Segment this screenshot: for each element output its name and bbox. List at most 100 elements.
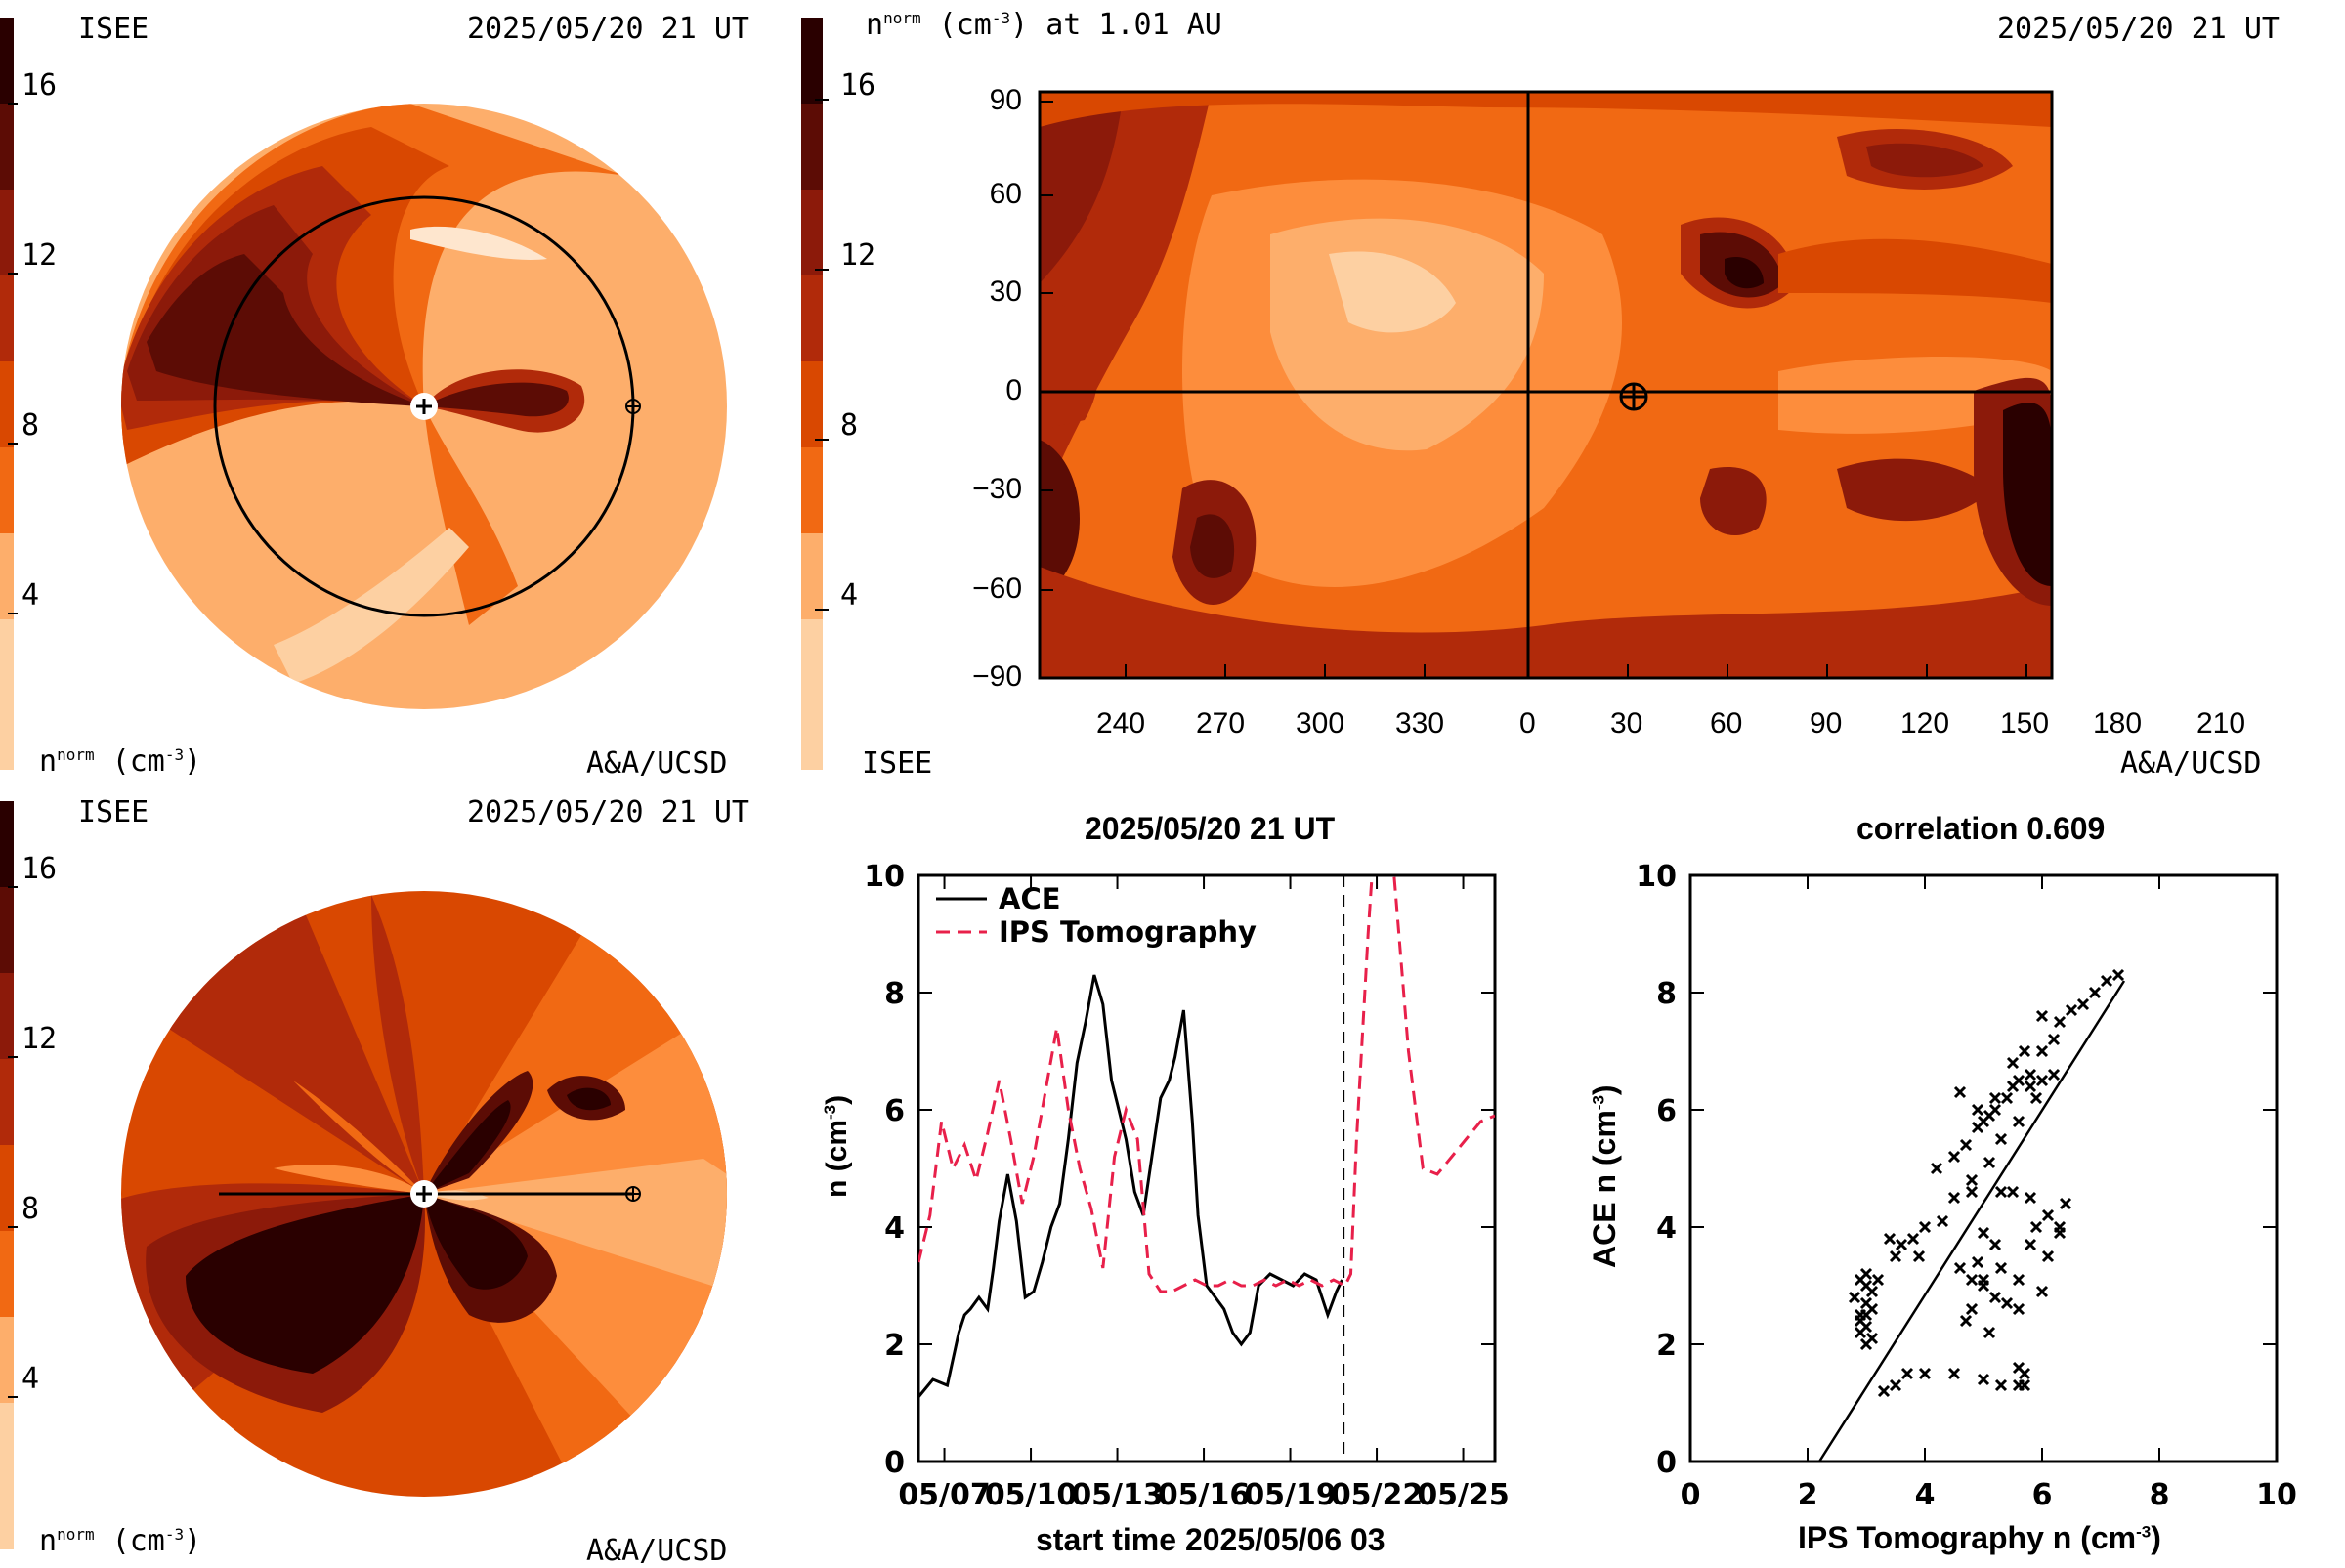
y-tick-label: 2 (1656, 1329, 1677, 1363)
scatter-point (1889, 1378, 1902, 1392)
scatter-point (1959, 1138, 1973, 1152)
x-tick-label: 210 (2196, 707, 2246, 740)
colorbar-tick-label: 4 (21, 578, 40, 613)
scatter-point (1859, 1267, 1873, 1281)
scatter-point (1906, 1232, 1920, 1246)
scatter-point (2024, 1238, 2037, 1251)
colorbar-tick-label: 8 (840, 408, 859, 443)
scatter-point (2012, 1361, 2025, 1375)
scatter-point (1848, 1291, 1861, 1304)
scatter-point (1947, 1191, 1961, 1205)
scatter-point (2006, 1185, 2020, 1199)
scatter-point (1918, 1367, 1932, 1380)
x-tick-label: 05/10 (985, 1478, 1077, 1512)
scatter-point (1936, 1214, 1949, 1228)
timestamp: 2025/05/20 21 UT (467, 12, 749, 46)
y-tick-label: 10 (864, 860, 905, 894)
scatter-point (1988, 1091, 2002, 1105)
x-tick-label: 05/22 (1331, 1478, 1423, 1512)
scatter-point (2053, 1015, 2067, 1029)
scatter-point (2012, 1273, 2025, 1287)
scatter-point (1877, 1384, 1891, 1398)
ecliptic-plot-panel: 16 12 8 4 ISEE 2025/05/20 21 UT nnorm (c… (0, 0, 801, 782)
colorbar (0, 18, 14, 770)
meridional-plot-panel: 16 12 8 4 ISEE 2025/05/20 21 UT nnorm (c… (0, 787, 801, 1568)
scatter-point (2024, 1068, 2037, 1081)
colorbar-tick-label: 16 (21, 68, 58, 103)
scatter-point (1965, 1302, 1979, 1316)
x-tick-label: 6 (2032, 1478, 2053, 1512)
scatter-point (1988, 1103, 2002, 1117)
scatter-point (2047, 1068, 2061, 1081)
colorbar-ticks (8, 886, 18, 1398)
scatter-point (1947, 1150, 1961, 1164)
scatter-point (2012, 1115, 2025, 1128)
scatter-point (2088, 986, 2102, 999)
scatter-point (2012, 1302, 2025, 1316)
scatter-point (2024, 1191, 2037, 1205)
series-line-ace (918, 974, 1343, 1398)
y-tick-label: −90 (972, 660, 1022, 693)
y-tick-label: 8 (1656, 977, 1677, 1011)
density-disc (121, 104, 727, 709)
scatter-point (2018, 1378, 2031, 1392)
colorbar-ticks (8, 103, 18, 614)
scatter-point (1859, 1308, 1873, 1322)
chart-title: correlation 0.609 (1856, 811, 2106, 846)
scatter-point (1994, 1261, 2008, 1275)
scatter-panel: correlation 0.609 0 2 4 6 8 10 0 2 4 6 8 10 ACE n (… (1524, 787, 2345, 1563)
x-tick-label: 150 (2000, 707, 2050, 740)
scatter-point (2035, 1009, 2049, 1023)
colorbar-tick-label: 16 (840, 68, 876, 103)
synoptic-density-map (801, 18, 2054, 770)
scatter-point (1988, 1291, 2002, 1304)
x-tick-label: 30 (1610, 707, 1643, 740)
timeseries-chart: 0 2 4 6 8 10 05/0705/1005/1305/1605/1905/2205/… (864, 860, 1510, 1512)
scatter-point (1912, 1250, 1926, 1263)
scatter-point (1865, 1285, 1879, 1298)
scatter-point (1971, 1255, 1984, 1269)
scatter-point (1959, 1314, 1973, 1328)
y-tick-label: 60 (989, 178, 1022, 210)
scatter-point (2041, 1208, 2055, 1222)
legend-label: IPS Tomography (999, 915, 1257, 949)
x-tick-label: 240 (1096, 707, 1146, 740)
scatter-point (1977, 1373, 1990, 1386)
timestamp: 2025/05/20 21 UT (1997, 12, 2280, 46)
unit-label: nnorm (cm-3) (39, 1524, 202, 1558)
y-tick-label: 4 (884, 1211, 905, 1246)
source-label: ISEE (78, 12, 149, 46)
x-tick-label: 300 (1296, 707, 1345, 740)
scatter-point (2000, 1296, 2014, 1310)
x-tick-label: 180 (2093, 707, 2143, 740)
scatter-point (2024, 1080, 2037, 1093)
earth-marker (625, 399, 641, 414)
colorbar-tick-label: 12 (840, 238, 876, 273)
map-title: nnorm (cm-3) at 1.01 AU (866, 8, 1222, 42)
colorbar-tick-label: 4 (840, 578, 859, 613)
source-label: ISEE (862, 746, 933, 781)
y-tick-label: 6 (884, 1094, 905, 1128)
chart-title: 2025/05/20 21 UT (1085, 811, 1336, 846)
y-tick-label: 8 (884, 977, 905, 1011)
scatter-point (2006, 1056, 2020, 1070)
scatter-point (2029, 1220, 2043, 1234)
scatter-point (1895, 1238, 1908, 1251)
x-axis-label: IPS Tomography n (cm-3) (1798, 1520, 2161, 1555)
scatter-point (2041, 1250, 2055, 1263)
scatter-point (1883, 1232, 1897, 1246)
colorbar-tick-label: 12 (21, 1022, 58, 1056)
scatter-point (2100, 974, 2113, 988)
y-tick-label: 90 (989, 84, 1022, 116)
y-tick-label: 2 (884, 1329, 905, 1363)
scatter-point (2065, 1003, 2078, 1017)
colorbar-tick-label: 16 (21, 852, 58, 886)
scatter-point (1930, 1162, 1943, 1175)
timestamp: 2025/05/20 21 UT (467, 795, 749, 829)
series-line-ips-tomography (918, 875, 1495, 1293)
x-tick-label: 8 (2150, 1478, 2170, 1512)
x-axis-ticks (1125, 664, 2027, 678)
scatter-point (1953, 1261, 1967, 1275)
colorbar-tick-label: 12 (21, 238, 58, 273)
scatter-chart: 0 2 4 6 8 10 0 2 4 6 8 10 (1636, 860, 2297, 1512)
